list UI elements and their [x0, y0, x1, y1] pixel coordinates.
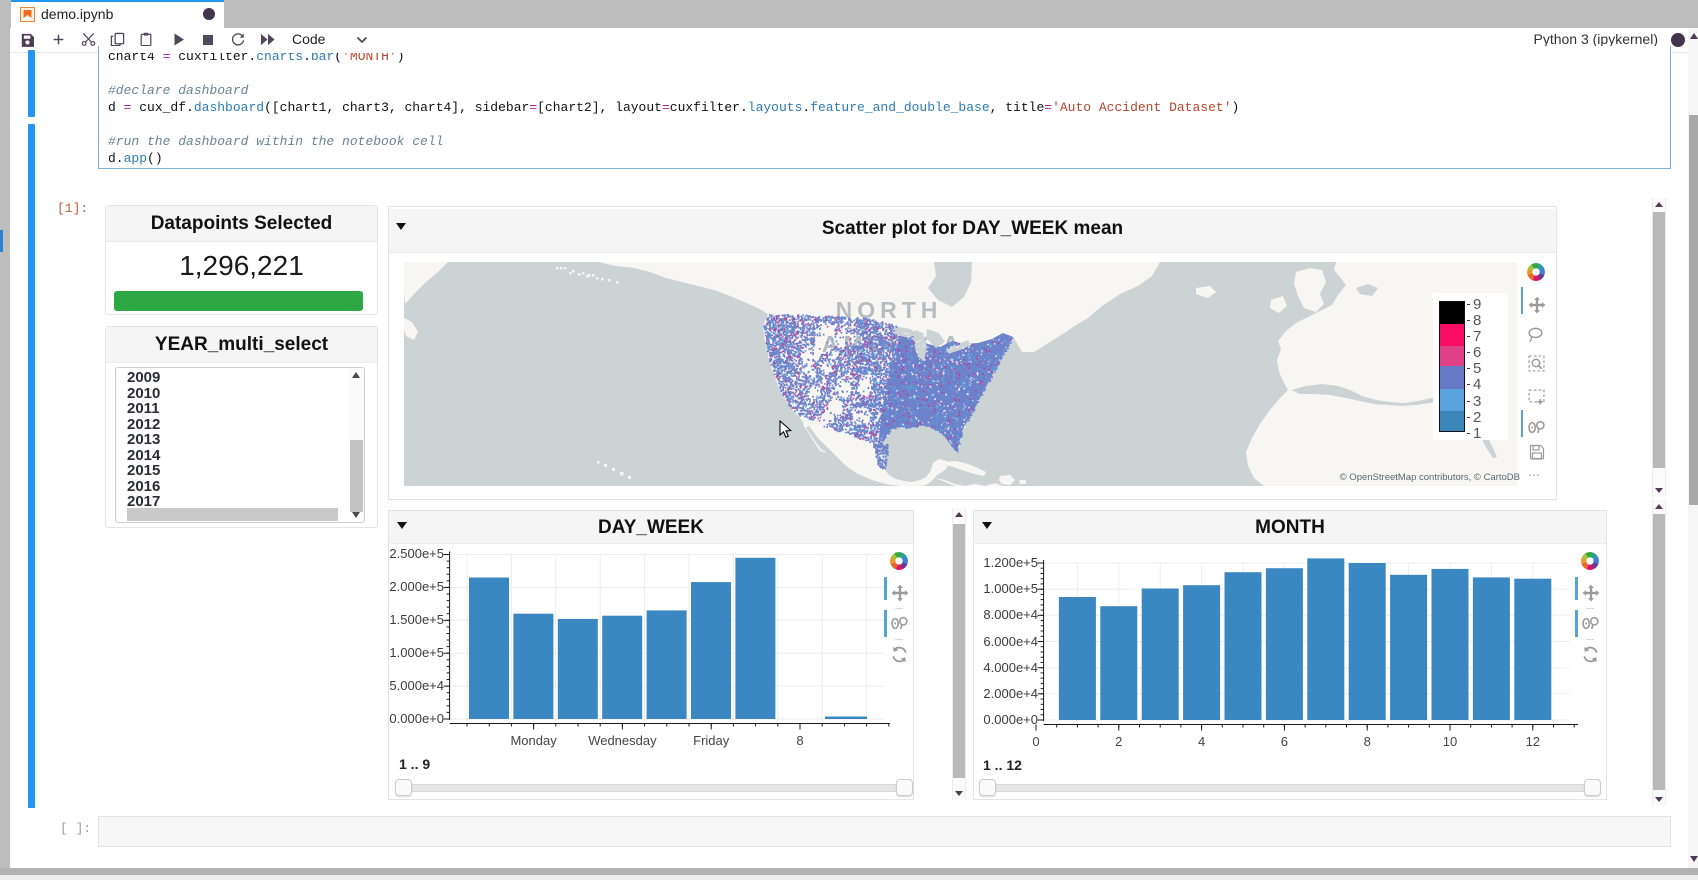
svg-text:0: 0	[1032, 734, 1039, 749]
svg-text:6: 6	[1281, 734, 1288, 749]
svg-text:Wednesday: Wednesday	[588, 733, 657, 748]
svg-text:Friday: Friday	[693, 733, 730, 748]
svg-text:8: 8	[1364, 734, 1371, 749]
svg-text:4: 4	[1198, 734, 1205, 749]
svg-text:NORTH: NORTH	[836, 297, 943, 323]
svg-text:2: 2	[1115, 734, 1122, 749]
svg-text:Monday: Monday	[510, 733, 557, 748]
svg-text:12: 12	[1526, 734, 1540, 749]
svg-text:10: 10	[1443, 734, 1457, 749]
svg-text:8: 8	[796, 733, 803, 748]
